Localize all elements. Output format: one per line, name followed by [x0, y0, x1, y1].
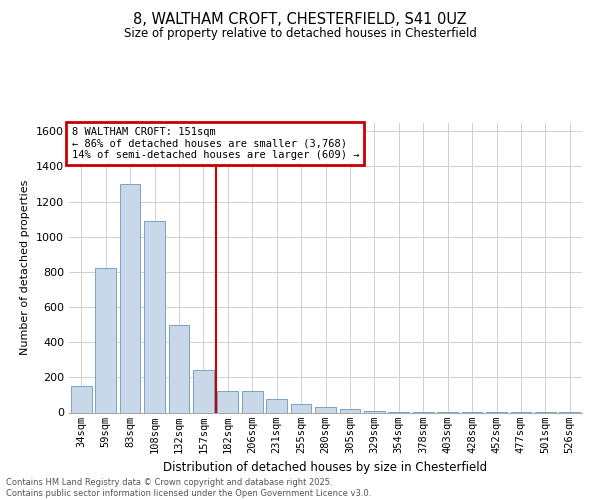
Bar — [290, 404, 311, 412]
X-axis label: Distribution of detached houses by size in Chesterfield: Distribution of detached houses by size … — [163, 461, 488, 474]
Bar — [242, 392, 263, 412]
Bar — [340, 409, 361, 412]
Bar — [315, 407, 336, 412]
Bar — [119, 184, 140, 412]
Bar — [95, 268, 116, 412]
Bar — [144, 221, 165, 412]
Text: 8, WALTHAM CROFT, CHESTERFIELD, S41 0UZ: 8, WALTHAM CROFT, CHESTERFIELD, S41 0UZ — [133, 12, 467, 28]
Bar — [193, 370, 214, 412]
Bar — [71, 386, 92, 412]
Bar — [266, 400, 287, 412]
Bar — [169, 324, 190, 412]
Text: Size of property relative to detached houses in Chesterfield: Size of property relative to detached ho… — [124, 28, 476, 40]
Bar — [217, 392, 238, 412]
Bar — [364, 410, 385, 412]
Text: 8 WALTHAM CROFT: 151sqm
← 86% of detached houses are smaller (3,768)
14% of semi: 8 WALTHAM CROFT: 151sqm ← 86% of detache… — [71, 127, 359, 160]
Text: Contains HM Land Registry data © Crown copyright and database right 2025.
Contai: Contains HM Land Registry data © Crown c… — [6, 478, 371, 498]
Y-axis label: Number of detached properties: Number of detached properties — [20, 180, 31, 355]
